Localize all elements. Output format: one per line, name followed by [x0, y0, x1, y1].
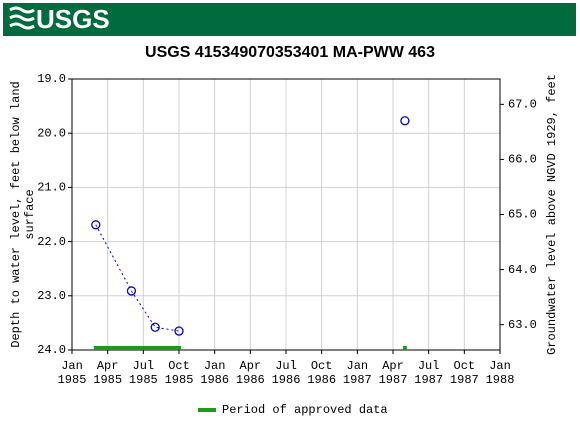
x-tick-label: 1987 — [343, 373, 372, 387]
x-tick-label: Jan — [489, 359, 511, 373]
x-tick-label: Jan — [204, 359, 226, 373]
x-tick-label: Jul — [275, 359, 297, 373]
y-tick-label: 20.0 — [37, 126, 66, 140]
x-tick-label: 1985 — [58, 373, 87, 387]
x-tick-label: 1987 — [379, 373, 408, 387]
logo: USGS — [36, 4, 110, 34]
x-tick-label: Oct — [168, 359, 190, 373]
x-tick-label: Jul — [133, 359, 155, 373]
x-tick-label: 1986 — [236, 373, 265, 387]
x-tick-label: Oct — [454, 359, 476, 373]
x-tick-label: Apr — [382, 359, 404, 373]
y2-axis-label: Groundwater level above NGVD 1929, feet — [545, 74, 559, 355]
x-tick-label: 1987 — [450, 373, 479, 387]
chart-title: USGS 415349070353401 MA-PWW 463 — [145, 44, 435, 61]
data-point — [150, 322, 160, 332]
x-tick-label: Apr — [97, 359, 119, 373]
approved-period — [402, 346, 407, 350]
y-tick-label: 21.0 — [37, 181, 66, 195]
data-point — [174, 326, 184, 336]
y-tick-label: 22.0 — [37, 235, 66, 249]
x-tick-label: Jan — [61, 359, 83, 373]
data-point — [126, 286, 137, 296]
x-tick-label: 1986 — [272, 373, 301, 387]
series-line — [95, 224, 180, 332]
data-point — [400, 116, 410, 126]
logo-waves — [9, 6, 35, 30]
data-point — [91, 220, 101, 230]
y-tick-label: 23.0 — [37, 289, 66, 303]
x-tick-label: 1986 — [307, 373, 336, 387]
legend-swatch — [198, 408, 216, 412]
x-tick-label: 1988 — [486, 373, 515, 387]
approved-period — [93, 346, 181, 350]
y2-tick-label: 67.0 — [508, 98, 537, 112]
y2-tick-label: 65.0 — [508, 208, 537, 222]
x-tick-label: 1985 — [93, 373, 122, 387]
x-tick-label: 1985 — [129, 373, 158, 387]
header-bar — [3, 3, 576, 36]
y-axis-label-line: surface — [23, 189, 37, 239]
x-tick-label: Jul — [418, 359, 440, 373]
y2-tick-label: 66.0 — [508, 153, 537, 167]
x-tick-label: 1986 — [200, 373, 229, 387]
y2-tick-label: 63.0 — [508, 318, 537, 332]
y2-tick-label: 64.0 — [508, 263, 537, 277]
x-tick-label: 1985 — [165, 373, 194, 387]
y-axis-label-line: Depth to water level, feet below land — [9, 81, 23, 347]
y-tick-label: 19.0 — [37, 72, 66, 86]
x-tick-label: Apr — [240, 359, 262, 373]
legend-label: Period of approved data — [222, 403, 388, 417]
x-tick-label: 1987 — [414, 373, 443, 387]
plot-frame — [71, 78, 501, 351]
y-tick-label: 24.0 — [37, 343, 66, 357]
x-tick-label: Oct — [311, 359, 333, 373]
x-tick-label: Jan — [347, 359, 369, 373]
y-axis-label: Depth to water level, feet below landsur… — [9, 81, 37, 347]
